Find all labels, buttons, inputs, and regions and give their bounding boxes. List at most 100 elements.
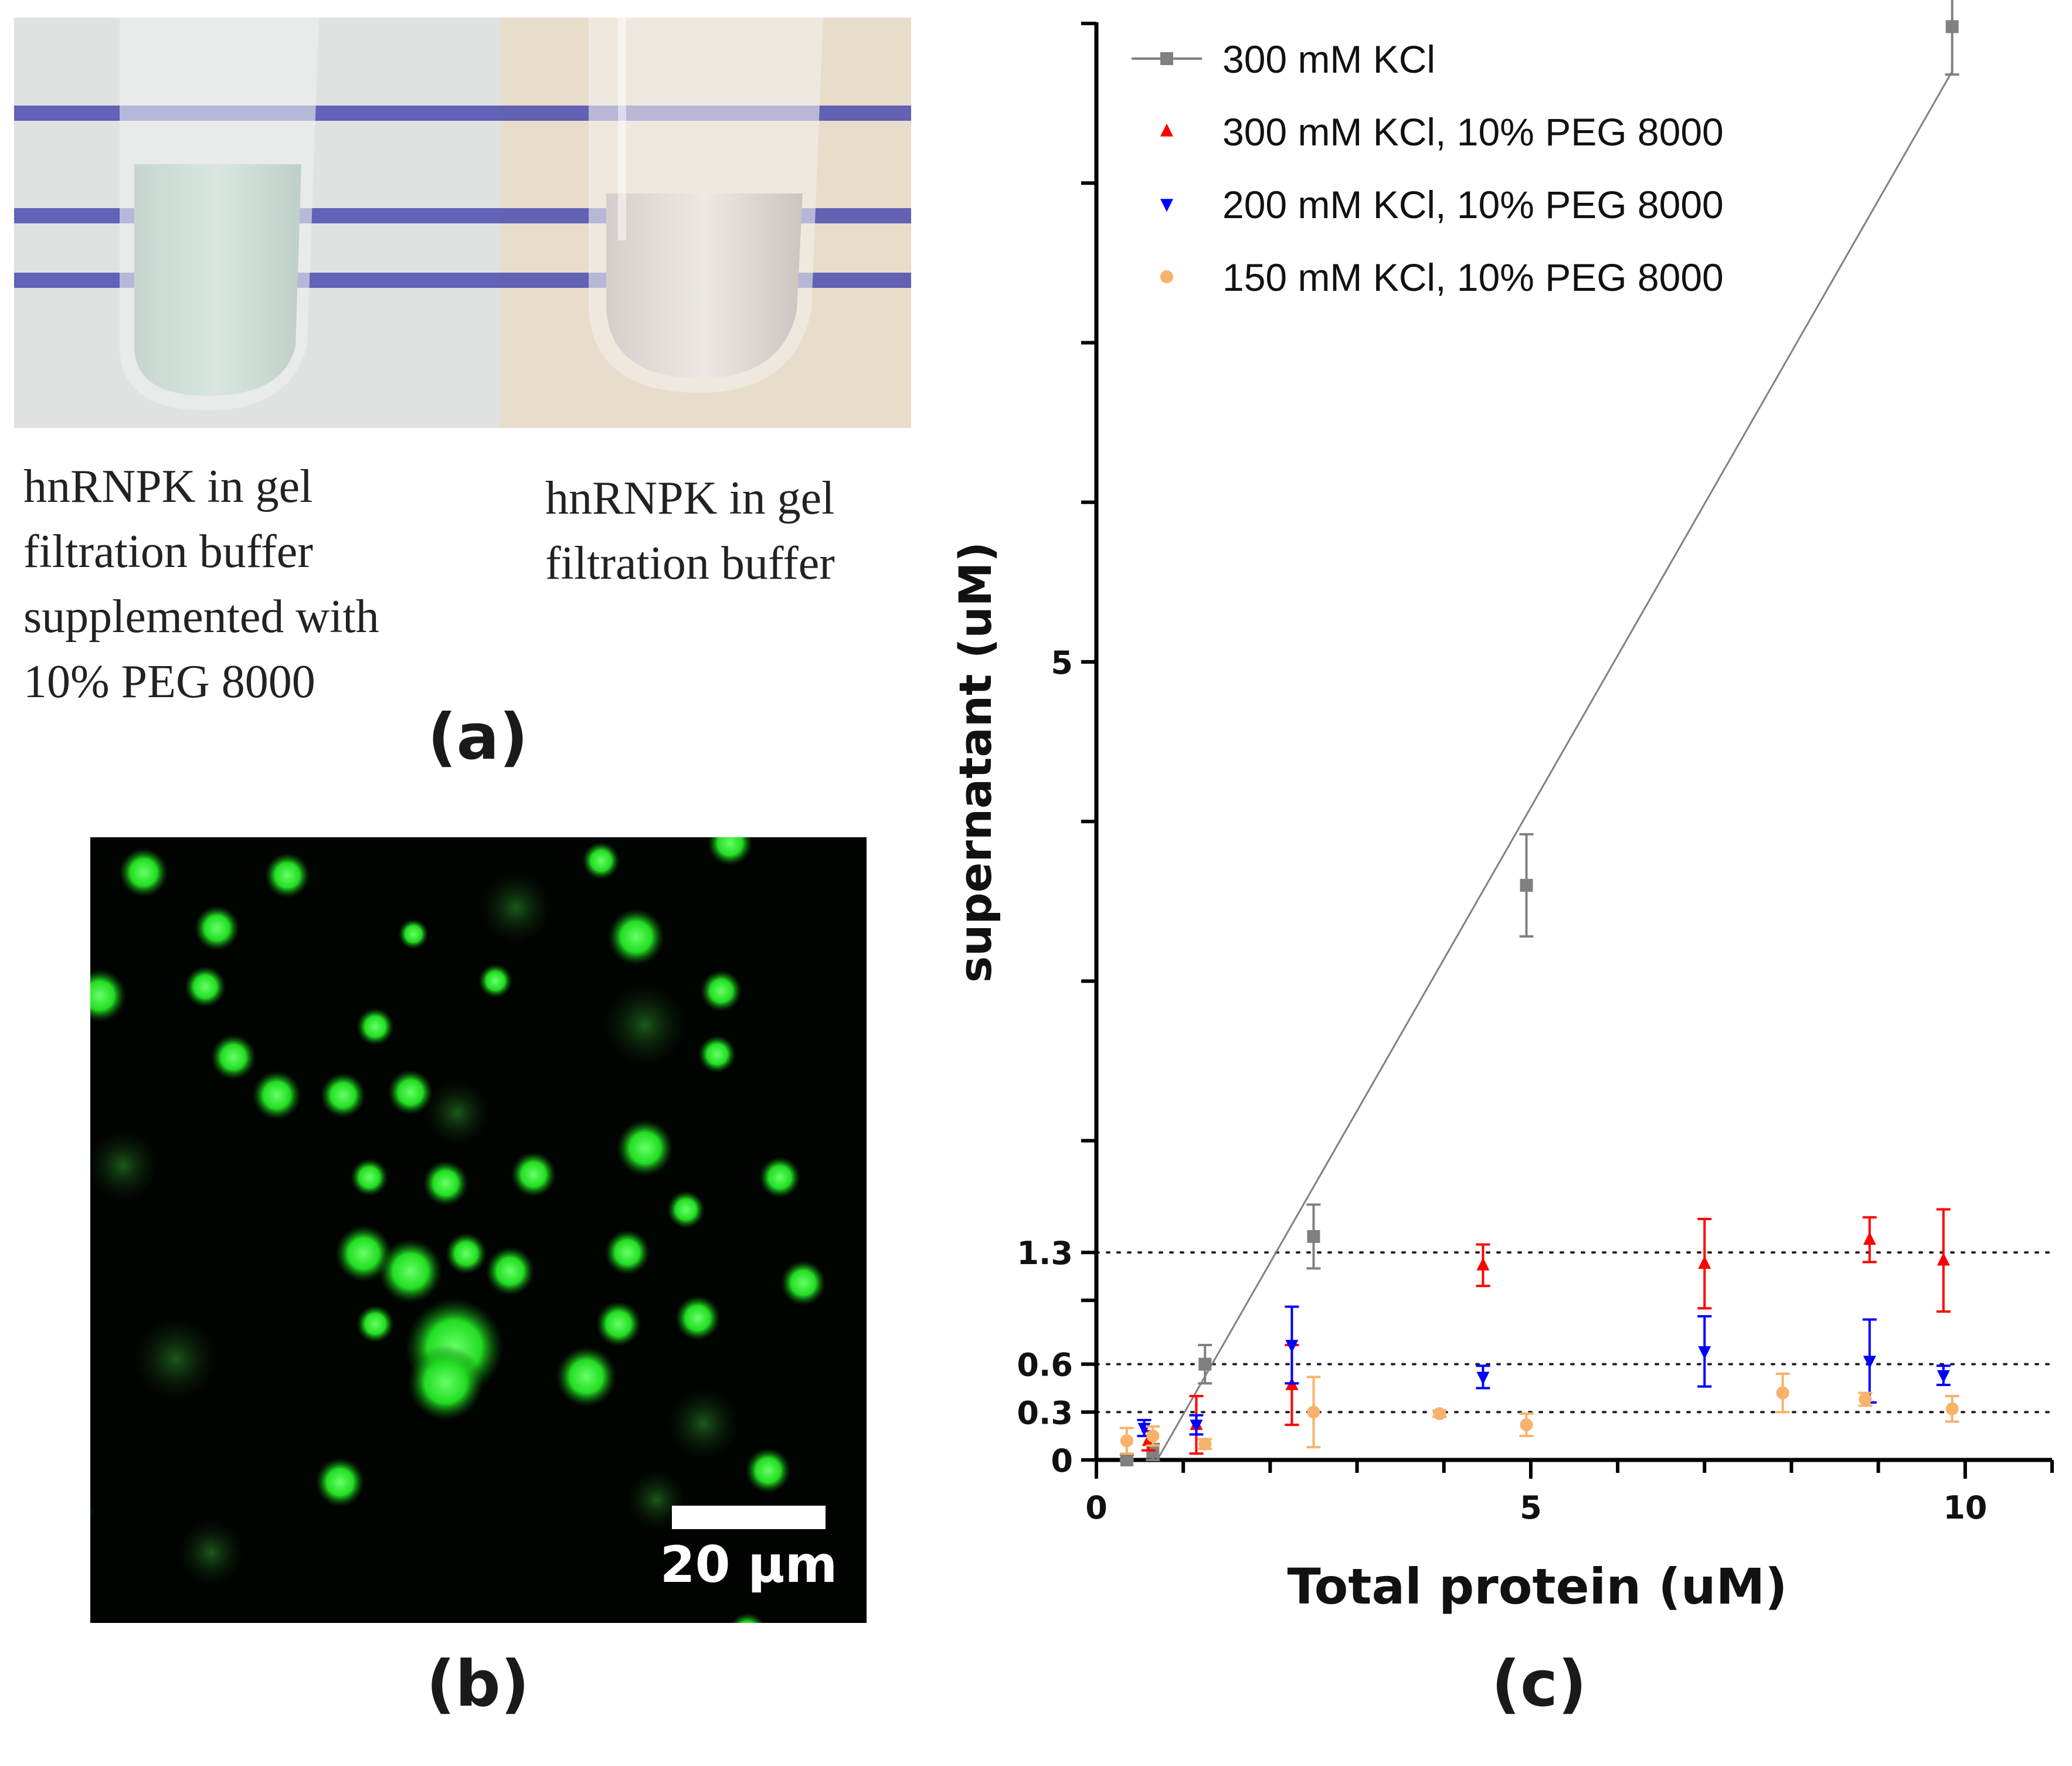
- data-point: [1146, 1429, 1160, 1443]
- legend-label: 200 mM KCl, 10% PEG 8000: [1222, 183, 1724, 226]
- data-point: [1859, 1393, 1872, 1406]
- legend-label: 150 mM KCl, 10% PEG 8000: [1222, 256, 1724, 299]
- droplet: [511, 1152, 556, 1197]
- data-point: [1698, 1346, 1711, 1360]
- legend-entry: 300 mM KCl: [1132, 38, 1435, 81]
- data-point: [1198, 1357, 1212, 1371]
- legend-label: 300 mM KCl: [1222, 38, 1435, 81]
- data-point: [1476, 1257, 1490, 1271]
- data-point: [1937, 1252, 1950, 1266]
- data-point: [1307, 1230, 1320, 1243]
- series-2: [1141, 1208, 1951, 1455]
- faint-droplet: [135, 1318, 217, 1400]
- droplet: [675, 1295, 721, 1341]
- data-point: [1307, 1405, 1320, 1419]
- faint-droplet: [90, 1130, 158, 1201]
- droplet: [210, 1034, 256, 1080]
- y-tick-label: 0.3: [1017, 1394, 1073, 1431]
- droplet: [707, 837, 753, 866]
- droplet: [119, 848, 168, 897]
- faint-droplet: [627, 1470, 686, 1529]
- scale-bar-label: 20 µm: [660, 1536, 838, 1594]
- faint-droplet: [668, 1388, 739, 1459]
- faint-droplet: [425, 1081, 490, 1145]
- supernatant-chart: 0 0.3 0.6 1.3 5 0 5 10 300 mM KCl 300 mM KCl, 10…: [920, 0, 2072, 1630]
- droplet: [745, 1448, 791, 1493]
- droplet: [485, 1247, 535, 1296]
- data-point: [1863, 1232, 1876, 1245]
- droplet: [478, 964, 512, 998]
- data-point: [1520, 879, 1533, 892]
- droplet: [90, 1501, 93, 1522]
- panel-label-c: (c): [1491, 1648, 1587, 1721]
- y-tick-label: 0.6: [1017, 1347, 1073, 1384]
- droplet: [194, 905, 240, 951]
- droplet: [398, 919, 429, 949]
- droplet: [608, 909, 664, 965]
- data-point: [1433, 1407, 1446, 1421]
- data-point: [1776, 1386, 1789, 1400]
- caption-gel-filtration-buffer: hnRNPK in gel filtration buffer: [545, 473, 835, 589]
- droplet: [780, 1260, 826, 1306]
- y-axis-label: supernatant (uM): [949, 542, 1001, 983]
- legend-marker: [1160, 123, 1173, 137]
- droplet: [388, 1069, 433, 1115]
- droplet: [264, 853, 310, 898]
- droplet: [184, 966, 226, 1008]
- y-tick-label: 1.3: [1017, 1235, 1073, 1272]
- data-point: [1198, 1437, 1212, 1451]
- droplet: [356, 1008, 394, 1045]
- droplet: [320, 1072, 366, 1118]
- droplet: [700, 970, 742, 1012]
- data-point: [1120, 1453, 1133, 1466]
- droplet: [90, 969, 126, 1022]
- legend-marker: [1160, 199, 1173, 212]
- x-tick-label: 0: [1085, 1489, 1108, 1526]
- data-point: [1520, 1418, 1533, 1432]
- droplet: [759, 1156, 801, 1198]
- tube-photo: [14, 18, 911, 428]
- x-tick-label: 10: [1943, 1489, 1987, 1526]
- legend-marker: [1160, 52, 1173, 65]
- fluorescence-micrograph: 20 µm: [90, 837, 867, 1623]
- droplet: [351, 1159, 388, 1196]
- y-tick-label: 0: [1051, 1442, 1073, 1479]
- legend-marker: [1160, 270, 1173, 283]
- legend-entry: 200 mM KCl, 10% PEG 8000: [1160, 183, 1724, 226]
- droplet: [556, 1346, 617, 1407]
- faint-droplet: [481, 872, 551, 943]
- droplet: [596, 1301, 641, 1347]
- data-point: [1698, 1255, 1711, 1269]
- x-axis-label: Total protein (uM): [1287, 1558, 1787, 1615]
- data-point: [1945, 20, 1959, 33]
- droplet: [356, 1305, 394, 1343]
- droplet: [378, 1239, 443, 1303]
- data-point: [1120, 1434, 1133, 1448]
- legend-label: 300 mM KCl, 10% PEG 8000: [1222, 110, 1724, 154]
- data-point: [1945, 1402, 1959, 1415]
- droplet: [617, 1120, 673, 1176]
- data-point: [1190, 1419, 1203, 1433]
- data-point: [1476, 1371, 1490, 1385]
- series-4: [1119, 1373, 1959, 1455]
- faint-droplet: [604, 984, 686, 1066]
- droplet: [731, 1613, 765, 1623]
- droplet: [252, 1071, 301, 1120]
- droplet: [335, 1225, 392, 1282]
- panel-label-b: (b): [426, 1648, 530, 1721]
- y-tick-label: 5: [1051, 644, 1073, 681]
- droplet: [698, 1035, 736, 1073]
- droplet: [423, 1160, 468, 1206]
- legend-entry: 150 mM KCl, 10% PEG 8000: [1160, 256, 1724, 299]
- faint-droplet: [179, 1520, 243, 1585]
- x-tick-label: 5: [1520, 1489, 1542, 1526]
- legend-entry: 300 mM KCl, 10% PEG 8000: [1160, 110, 1724, 154]
- fit-line: [1156, 70, 1953, 1461]
- scale-bar: [672, 1506, 826, 1529]
- data-point: [1863, 1356, 1876, 1369]
- series-3: [1137, 1305, 1951, 1438]
- series-1: [1119, 0, 1959, 1466]
- data-point: [1285, 1340, 1299, 1353]
- caption-peg-buffer: hnRNPK in gel filtration buffer suppleme…: [23, 461, 379, 708]
- panel-label-a: (a): [427, 701, 528, 774]
